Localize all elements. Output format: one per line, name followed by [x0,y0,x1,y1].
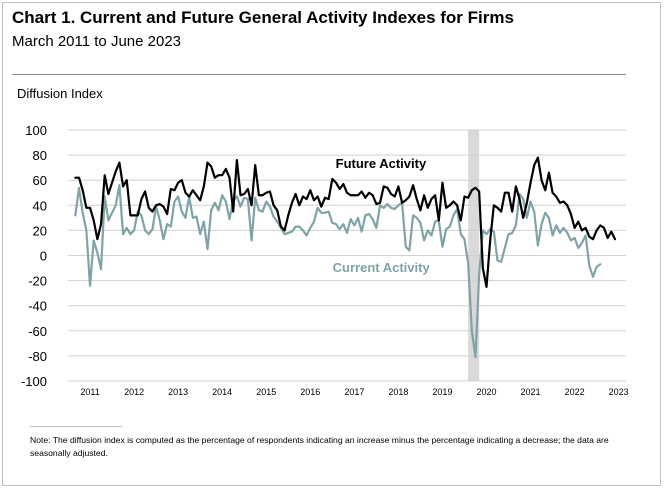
y-tick-label: -80 [28,349,47,364]
footnote: Note: The diffusion index is computed as… [30,435,609,458]
y-tick-label: -100 [21,374,47,389]
y-tick-label: -60 [28,324,47,339]
future-activity-line [74,156,617,288]
y-tick-label: 60 [33,173,47,188]
title-divider [12,74,626,75]
current-activity-line [74,184,602,359]
y-tick-label: -20 [28,274,47,289]
x-tick-label: 2017 [344,387,364,397]
current-activity-annotation: Current Activity [333,260,431,275]
x-tick-label: 2019 [432,387,452,397]
chart-subtitle: March 2011 to June 2023 [12,33,182,50]
series-lines [74,156,617,359]
chart-frame [2,2,661,486]
x-tick-label: 2012 [124,387,144,397]
y-tick-label: -40 [28,299,47,314]
x-tick-label: 2022 [565,387,585,397]
x-tick-label: 2011 [80,387,99,397]
x-tick-labels: 2011 2012 2013 2014 2015 2016 2017 2018 2019 2020… [80,387,628,397]
y-tick-label: 40 [33,198,47,213]
chart-title: Chart 1. Current and Future General Acti… [12,8,514,27]
x-tick-label: 2014 [212,387,232,397]
x-tick-label: 2023 [609,387,629,397]
y-tick-label: 0 [40,249,47,264]
y-tick-label: 100 [25,123,47,138]
y-axis-label: Diffusion Index [17,86,103,101]
y-tick-label: 80 [33,148,47,163]
x-tick-label: 2015 [256,387,276,397]
future-activity-annotation: Future Activity [336,156,427,171]
x-tick-label: 2018 [388,387,408,397]
y-tick-labels: 100 80 60 40 20 0 -20 -40 -60 -80 -100 [21,123,47,389]
x-tick-label: 2020 [476,387,496,397]
x-tick-label: 2013 [168,387,188,397]
x-tick-label: 2016 [300,387,320,397]
x-tick-label: 2021 [521,387,541,397]
note-divider [30,426,122,427]
y-tick-label: 20 [33,223,47,238]
